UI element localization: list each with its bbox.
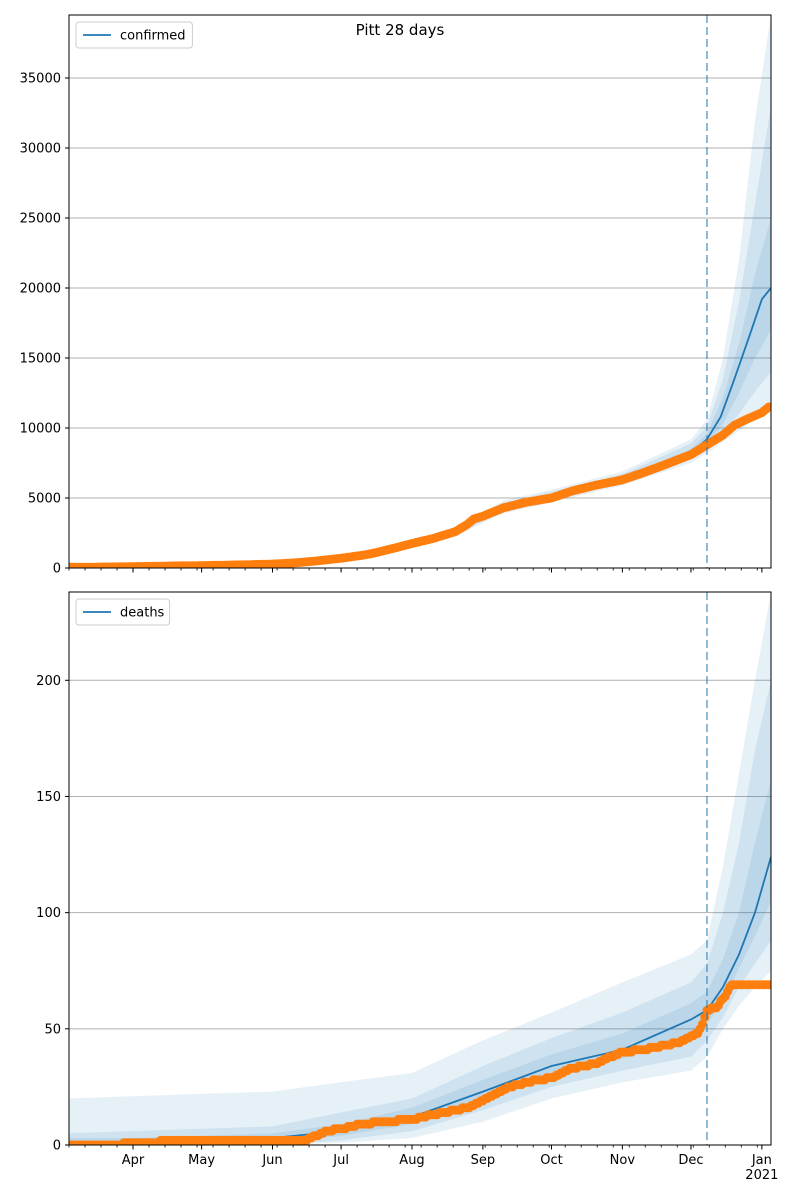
x-tick-label: Apr — [122, 1153, 145, 1168]
plot-area — [69, 592, 771, 1145]
observed-point — [764, 402, 771, 412]
axes-frame — [68, 14, 772, 569]
uncertainty-band-3 — [69, 780, 771, 1145]
x-tick-label: Oct — [540, 1153, 562, 1168]
chart-title: Pitt 28 days — [355, 21, 445, 39]
legend-box — [75, 598, 171, 626]
y-tick-label: 50 — [44, 1022, 61, 1037]
x-tick-label: May — [188, 1153, 215, 1168]
deaths-panel: 0 50 100 150 200 Apr May Jun Jul Aug Sep Oct Nov Dec J… — [36, 591, 778, 1183]
x-tick-label: Dec — [678, 1153, 703, 1168]
uncertainty-band-2 — [455, 106, 771, 535]
y-tick-label: 150 — [36, 790, 61, 805]
x-tick-label: Sep — [471, 1153, 496, 1168]
x-tick-label: Jul — [332, 1153, 349, 1168]
legend-box — [75, 21, 193, 49]
observed-points — [69, 980, 771, 1145]
y-tick-label: 25000 — [20, 212, 61, 227]
uncertainty-band-2 — [69, 680, 771, 1145]
plot-area — [69, 15, 771, 568]
y-tick-label: 35000 — [20, 72, 61, 87]
observed-point — [697, 1019, 707, 1029]
legend: deaths — [75, 598, 171, 626]
legend-label: deaths — [120, 606, 165, 621]
x-tick-label: Nov — [610, 1153, 636, 1168]
uncertainty-band-1 — [69, 592, 771, 1145]
y-tick-label: 15000 — [20, 352, 61, 367]
y-tick-label: 20000 — [20, 282, 61, 297]
y-tick-label: 0 — [53, 1139, 61, 1154]
observed-point — [764, 980, 771, 990]
observed-points — [69, 402, 771, 568]
x-tick-label: Aug — [399, 1153, 424, 1168]
axes-frame — [68, 591, 772, 1146]
x-year-label: 2021 — [745, 1168, 778, 1183]
legend: confirmed — [75, 21, 193, 49]
y-tick-label: 100 — [36, 906, 61, 921]
y-tick-label: 0 — [53, 562, 61, 577]
y-tick-label: 10000 — [20, 422, 61, 437]
uncertainty-band-1 — [455, 15, 771, 536]
x-tick-label: Jan — [751, 1153, 772, 1168]
x-tick-label: Jun — [261, 1153, 282, 1168]
confirmed-panel: 0 5000 10000 15000 20000 25000 30000 35000 confi… — [20, 14, 772, 577]
legend-label: confirmed — [120, 29, 186, 44]
y-tick-label: 5000 — [28, 492, 61, 507]
y-tick-label: 30000 — [20, 142, 61, 157]
y-tick-label: 200 — [36, 674, 61, 689]
